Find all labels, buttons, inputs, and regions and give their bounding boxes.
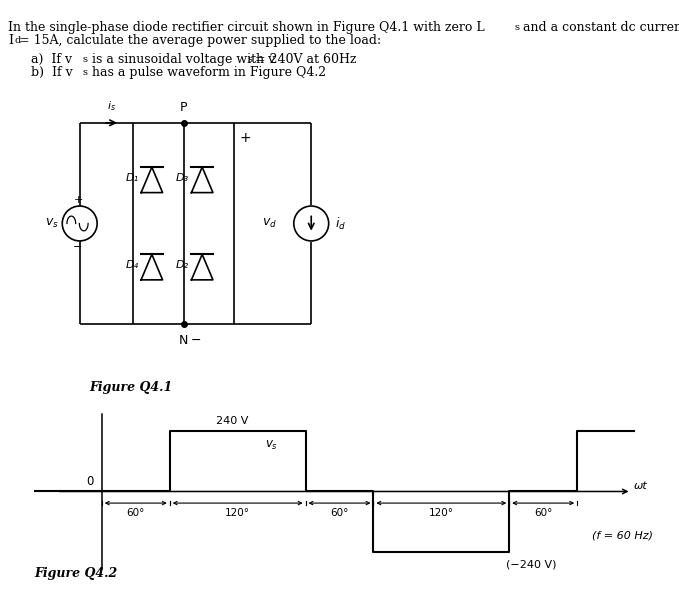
Text: D₃: D₃ bbox=[176, 173, 189, 183]
Text: +: + bbox=[73, 195, 83, 205]
Text: $v_d$: $v_d$ bbox=[262, 217, 277, 230]
Text: s: s bbox=[514, 23, 519, 32]
Text: +: + bbox=[239, 131, 251, 145]
Text: $i_s$: $i_s$ bbox=[107, 100, 116, 114]
Text: Figure Q4.2: Figure Q4.2 bbox=[34, 567, 117, 580]
Text: 0: 0 bbox=[86, 475, 94, 488]
Text: 120°: 120° bbox=[429, 508, 454, 518]
Text: $i_d$: $i_d$ bbox=[335, 216, 346, 231]
Text: (−240 V): (−240 V) bbox=[506, 559, 556, 569]
Text: s: s bbox=[247, 55, 252, 64]
Text: In the single-phase diode rectifier circuit shown in Figure Q4.1 with zero L: In the single-phase diode rectifier circ… bbox=[8, 21, 485, 34]
Text: D₁: D₁ bbox=[126, 173, 139, 183]
Text: is a sinusoidal voltage with v: is a sinusoidal voltage with v bbox=[88, 53, 275, 66]
Text: D₂: D₂ bbox=[176, 260, 189, 271]
Text: I: I bbox=[8, 34, 13, 47]
Text: (f = 60 Hz): (f = 60 Hz) bbox=[592, 530, 653, 540]
Text: d: d bbox=[15, 36, 21, 45]
Text: $v_s$: $v_s$ bbox=[45, 217, 59, 230]
Text: P: P bbox=[180, 101, 187, 114]
Text: s: s bbox=[83, 68, 88, 77]
Text: 60°: 60° bbox=[126, 508, 145, 518]
Text: D₄: D₄ bbox=[126, 260, 139, 271]
Text: Figure Q4.1: Figure Q4.1 bbox=[90, 381, 173, 394]
Text: 60°: 60° bbox=[330, 508, 349, 518]
Text: ωt: ωt bbox=[634, 481, 648, 491]
Text: a)  If v: a) If v bbox=[31, 53, 72, 66]
Text: 60°: 60° bbox=[534, 508, 553, 518]
Text: −: − bbox=[73, 242, 83, 252]
Text: = 240V at 60Hz: = 240V at 60Hz bbox=[251, 53, 356, 66]
Text: b)  If v: b) If v bbox=[31, 66, 72, 80]
Text: and a constant dc current: and a constant dc current bbox=[519, 21, 679, 34]
Text: $v_s$: $v_s$ bbox=[265, 439, 278, 452]
Text: −: − bbox=[190, 334, 201, 347]
Text: = 15A, calculate the average power supplied to the load:: = 15A, calculate the average power suppl… bbox=[19, 34, 381, 47]
Text: has a pulse waveform in Figure Q4.2: has a pulse waveform in Figure Q4.2 bbox=[88, 66, 326, 80]
Text: N: N bbox=[179, 334, 187, 347]
Text: 120°: 120° bbox=[225, 508, 250, 518]
Text: 240 V: 240 V bbox=[216, 416, 249, 426]
Text: s: s bbox=[83, 55, 88, 64]
